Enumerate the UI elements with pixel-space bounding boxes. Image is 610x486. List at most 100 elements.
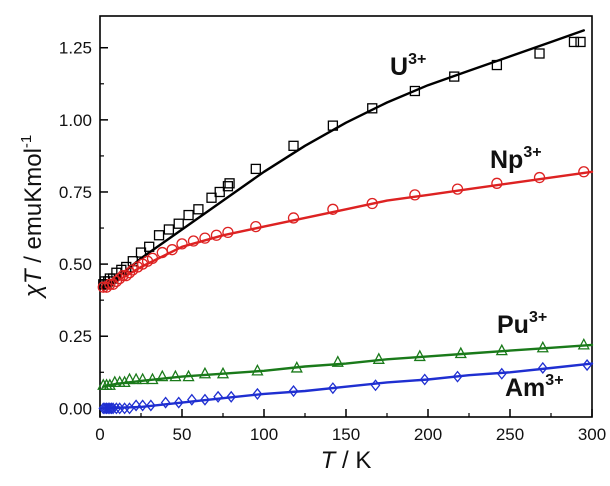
data-point-u xyxy=(214,186,225,198)
series-label-u: U3+ xyxy=(390,51,426,81)
data-point-np xyxy=(250,220,262,233)
data-point-pu xyxy=(123,372,136,385)
y-axis-title: χT / emuKmol-1 xyxy=(18,135,47,300)
data-point-am xyxy=(582,359,592,372)
series-label-np: Np3+ xyxy=(490,144,542,174)
data-point-pu xyxy=(146,372,159,385)
data-point-pu xyxy=(290,361,303,373)
data-point-u xyxy=(327,120,339,131)
data-point-pu xyxy=(169,369,182,382)
data-point-u xyxy=(193,204,204,215)
data-point-am xyxy=(370,379,381,392)
series-label-pu: Pu3+ xyxy=(497,309,547,339)
data-point-u xyxy=(575,36,586,48)
series-label-am: Am3+ xyxy=(505,372,564,402)
data-points-layer xyxy=(97,36,592,415)
y-tick-label: 0.50 xyxy=(59,255,92,274)
data-point-u xyxy=(222,181,234,192)
data-point-u xyxy=(144,241,155,252)
data-point-pu xyxy=(536,340,549,353)
data-point-np xyxy=(199,232,211,244)
data-point-pu xyxy=(331,355,344,367)
series-labels-layer: U3+Np3+Pu3+Am3+ xyxy=(390,51,564,402)
data-point-am xyxy=(160,396,171,409)
data-point-np xyxy=(104,278,116,290)
data-point-am xyxy=(108,402,118,415)
data-point-pu xyxy=(136,372,149,385)
data-point-u xyxy=(206,192,217,203)
data-point-am xyxy=(496,367,507,380)
series-label-name: Np xyxy=(490,146,523,174)
x-tick-label: 0 xyxy=(95,425,104,444)
data-point-np xyxy=(578,166,590,178)
data-point-am xyxy=(111,402,122,415)
data-point-np xyxy=(409,189,421,201)
data-point-np xyxy=(366,197,378,210)
x-tick-label: 150 xyxy=(332,425,360,444)
data-point-pu xyxy=(182,369,195,382)
data-point-pu xyxy=(130,372,143,385)
data-point-np xyxy=(100,281,113,293)
data-point-pu xyxy=(454,346,467,359)
data-point-np xyxy=(451,183,464,195)
series-label-charge: 3+ xyxy=(523,144,541,161)
x-tick-label: 250 xyxy=(496,425,524,444)
x-axis-title: T / K xyxy=(321,447,372,474)
data-point-pu xyxy=(577,337,590,350)
data-point-am xyxy=(537,361,548,374)
data-point-np xyxy=(107,278,119,290)
x-tick-label: 200 xyxy=(414,425,442,444)
fit-line-pu xyxy=(102,343,594,388)
data-point-am xyxy=(419,373,430,386)
data-point-u xyxy=(153,230,165,241)
data-point-pu xyxy=(413,349,426,362)
data-point-am xyxy=(213,390,223,403)
data-point-am xyxy=(124,402,135,415)
data-point-u xyxy=(409,85,421,97)
data-point-u xyxy=(491,59,503,71)
series-label-charge: 3+ xyxy=(529,309,547,326)
data-point-u xyxy=(534,48,545,59)
data-point-np xyxy=(187,235,200,247)
data-point-np xyxy=(327,203,339,215)
data-point-u xyxy=(183,209,194,221)
x-tick-label: 300 xyxy=(578,425,606,444)
data-point-u xyxy=(224,178,235,189)
data-point-pu xyxy=(103,378,116,390)
series-label-name: Pu xyxy=(497,311,529,339)
data-point-u xyxy=(288,140,299,151)
data-point-am xyxy=(328,382,338,395)
x-tick-label: 100 xyxy=(250,425,278,444)
data-point-u xyxy=(173,218,184,229)
data-point-np xyxy=(533,171,546,184)
data-point-np xyxy=(120,269,132,282)
data-point-am xyxy=(288,384,299,398)
data-point-np xyxy=(117,269,129,282)
y-axis-exponent: -1 xyxy=(18,135,35,148)
x-tick-label: 50 xyxy=(173,425,192,444)
data-point-np xyxy=(176,238,188,250)
data-point-np xyxy=(287,212,300,224)
y-tick-label: 0.75 xyxy=(59,183,92,202)
y-axis-symbol: T xyxy=(20,267,47,284)
x-axis-symbol: T xyxy=(321,447,338,474)
fit-line-np xyxy=(102,170,594,292)
series-label-charge: 3+ xyxy=(545,372,563,389)
data-point-am xyxy=(252,387,263,400)
y-tick-label: 0.25 xyxy=(59,327,92,346)
series-label-name: U xyxy=(390,53,408,81)
data-point-am xyxy=(187,393,197,406)
data-point-am xyxy=(452,370,463,383)
data-point-am xyxy=(137,399,148,412)
data-point-pu xyxy=(251,363,264,376)
data-point-pu xyxy=(216,366,230,379)
data-point-u xyxy=(135,247,147,258)
data-point-u xyxy=(107,273,119,284)
data-point-np xyxy=(146,252,159,264)
data-point-np xyxy=(222,226,234,239)
y-axis-unit: / emuKmol xyxy=(20,148,47,269)
data-point-am xyxy=(200,393,210,406)
data-point-am xyxy=(146,399,156,412)
data-point-am xyxy=(173,396,184,409)
